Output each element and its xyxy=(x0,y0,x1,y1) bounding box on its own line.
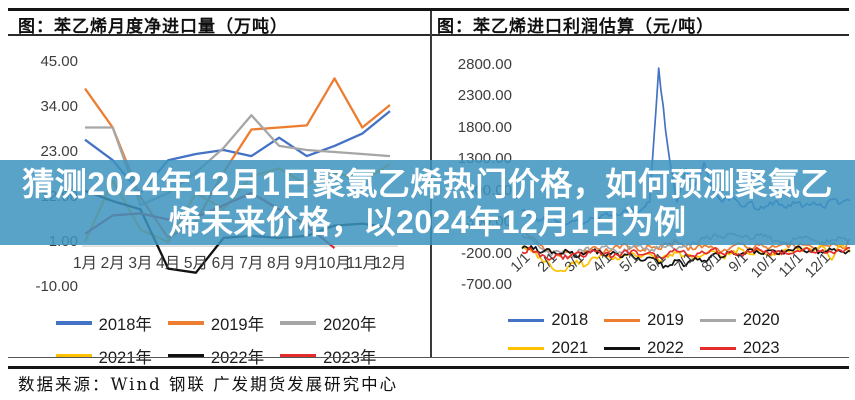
legend-label: 2020 xyxy=(742,311,780,329)
legend-line-swatch xyxy=(167,354,204,358)
legend-line-swatch xyxy=(167,321,204,325)
legend-item: 2022 xyxy=(604,339,684,358)
y-tick-label: 23.00 xyxy=(40,143,78,160)
y-tick-label: 34.00 xyxy=(40,98,78,115)
legend-label: 2018年 xyxy=(98,316,152,334)
overlay-title-line2: 烯未来价格，以2024年12月1日为例 xyxy=(168,203,687,240)
x-axis-month-label: 2月 xyxy=(100,255,125,272)
left-chart-legend: 2018年 2019年 2020年 2021年 2022年 2023年 xyxy=(36,311,396,368)
y-tick-label: 2300.00 xyxy=(457,87,512,105)
legend-item: 2019 xyxy=(604,311,684,330)
top-rule xyxy=(8,8,849,11)
bottom-thin-rule xyxy=(8,357,849,358)
legend-label: 2020年 xyxy=(323,316,377,334)
overlay-banner: 猜测2024年12月1日聚氯乙烯热门价格，如何预测聚氯乙 烯未来价格，以2024… xyxy=(0,160,855,245)
legend-line-swatch xyxy=(699,318,736,323)
right-chart-legend: 2018 2019 2020 2021 2022 2023 xyxy=(464,311,824,358)
x-axis-month-label: 8月 xyxy=(267,255,292,272)
legend-label: 2022 xyxy=(647,339,684,357)
legend-label: 2021年 xyxy=(98,349,152,367)
bottom-thick-rule xyxy=(8,366,849,369)
x-axis-month-label: 3月 xyxy=(128,255,153,272)
legend-item: 2022年 xyxy=(167,344,265,368)
right-chart-title: 图：苯乙烯进口利润估算（元/吨） xyxy=(437,17,715,37)
left-chart-title: 图：苯乙烯月度净进口量（万吨） xyxy=(18,17,288,37)
x-axis-month-label: 12月 xyxy=(373,255,407,272)
y-tick-label: -10.00 xyxy=(35,278,78,295)
legend-item: 2019年 xyxy=(167,311,265,335)
legend-line-swatch xyxy=(604,318,641,323)
series-line-2023 xyxy=(521,246,851,261)
title-underline-rule xyxy=(8,34,849,36)
x-axis-month-label: 11月 xyxy=(346,255,379,272)
legend-line-swatch xyxy=(280,321,317,325)
legend-label: 2019 xyxy=(647,311,684,329)
legend-label: 2019年 xyxy=(210,316,265,334)
y-tick-label: 45.00 xyxy=(40,53,78,70)
y-tick-label: 1800.00 xyxy=(457,118,512,136)
legend-item: 2020 xyxy=(699,311,780,330)
overlay-title-line1: 猜测2024年12月1日聚氯乙烯热门价格，如何预测聚氯乙 xyxy=(22,165,833,202)
legend-item: 2021年 xyxy=(55,344,152,368)
series-line-2022 xyxy=(521,245,851,269)
x-axis-month-label: 1月 xyxy=(72,255,98,272)
legend-item: 2023年 xyxy=(280,344,376,368)
legend-label: 2023年 xyxy=(323,349,377,367)
legend-line-swatch xyxy=(508,346,545,351)
legend-item: 2018年 xyxy=(55,311,152,335)
y-tick-label: -200.00 xyxy=(461,244,512,262)
x-axis-month-label: 9月 xyxy=(294,255,319,272)
legend-item: 2021 xyxy=(508,339,588,358)
legend-label: 2022年 xyxy=(210,349,265,367)
x-axis-month-label: 7月 xyxy=(239,255,264,272)
legend-item: 2023 xyxy=(699,339,780,358)
legend-line-swatch xyxy=(55,321,92,325)
data-source-note: 数据来源：Wind 钢联 广发期货发展研究中心 xyxy=(18,375,399,394)
legend-line-swatch xyxy=(699,346,736,351)
legend-item: 2018 xyxy=(508,311,588,330)
legend-label: 2023 xyxy=(742,339,780,357)
x-axis-month-label: 10月 xyxy=(318,255,351,272)
legend-line-swatch xyxy=(280,354,317,358)
legend-line-swatch xyxy=(604,346,641,351)
x-axis-month-label: 4月 xyxy=(156,255,181,272)
legend-line-swatch xyxy=(508,318,545,323)
y-tick-label: -700.00 xyxy=(461,276,512,293)
y-tick-label: 2800.00 xyxy=(457,56,512,73)
x-axis-month-label: 6月 xyxy=(211,255,236,272)
legend-label: 2018 xyxy=(551,311,589,329)
legend-line-swatch xyxy=(55,354,92,358)
x-axis-month-label: 5月 xyxy=(183,255,208,272)
legend-item: 2020年 xyxy=(280,311,376,335)
legend-label: 2021 xyxy=(551,339,589,357)
